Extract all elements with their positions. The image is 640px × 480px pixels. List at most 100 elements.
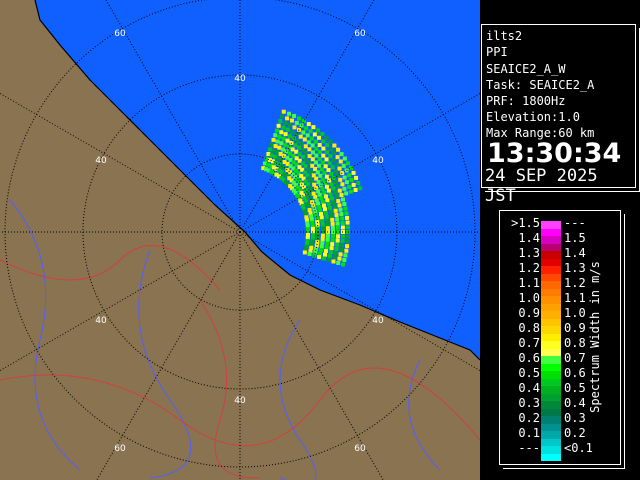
echo-cell (312, 132, 317, 137)
echo-cell (305, 227, 310, 232)
echo-cell (302, 250, 307, 255)
echo-cell (264, 156, 269, 161)
echo-cell (345, 220, 350, 225)
range-ring-label: 40 (95, 316, 107, 326)
info-panel: ilts2 PPI SEAICE2_A_W Task: SEAICE2_A PR… (481, 24, 636, 206)
echo-cell (342, 175, 347, 180)
echo-cell (348, 189, 353, 194)
echo-cell (273, 144, 278, 149)
echo-cell (309, 245, 314, 250)
echo-cell (347, 173, 352, 178)
echo-cell (295, 177, 300, 182)
echo-cell (297, 152, 302, 157)
echo-cell (337, 188, 342, 193)
echo-cell (320, 240, 325, 245)
echo-cell (320, 219, 325, 224)
echo-cell (303, 144, 308, 149)
echo-cell (313, 250, 318, 255)
echo-cell (325, 198, 330, 203)
echo-cell (308, 185, 313, 190)
echo-cell (323, 194, 328, 199)
echo-cell (316, 163, 321, 168)
echo-cell (324, 245, 329, 250)
echo-cell (314, 246, 319, 251)
echo-cell (310, 226, 315, 231)
echo-cell (315, 128, 320, 133)
legend-label-left: 1.0 (518, 291, 540, 305)
echo-cell (294, 162, 299, 167)
echo-cell (310, 200, 315, 205)
echo-cell (290, 129, 295, 134)
echo-cell (334, 212, 339, 217)
prf-value: PRF: 1800Hz (486, 94, 566, 108)
legend-label-right: 1.5 (564, 231, 586, 245)
echo-cell (324, 157, 329, 162)
echo-cell (319, 212, 324, 217)
echo-cell (330, 221, 335, 226)
echo-cell (340, 216, 345, 221)
echo-cell (298, 134, 303, 139)
sea-area (35, 0, 480, 360)
echo-cell (327, 161, 332, 166)
echo-cell (315, 201, 320, 206)
echo-cell (269, 169, 274, 174)
echo-cell (345, 234, 350, 239)
echo-cell (287, 134, 292, 139)
echo-cell (313, 139, 318, 144)
echo-cell (268, 147, 273, 152)
echo-cell (289, 178, 294, 183)
echo-cell (325, 237, 330, 242)
echo-cell (330, 242, 335, 247)
echo-cell (271, 148, 276, 153)
echo-cell (349, 178, 354, 183)
echo-cell (285, 116, 290, 121)
echo-cell (310, 179, 315, 184)
echo-cell (332, 255, 337, 260)
echo-cell (313, 160, 318, 165)
echo-cell (347, 184, 352, 189)
echo-cell (328, 250, 333, 255)
echo-cell (299, 190, 304, 195)
echo-cell (303, 188, 308, 193)
echo-cell (339, 152, 344, 157)
echo-cell (323, 210, 328, 215)
echo-cell (329, 182, 334, 187)
echo-cell (286, 181, 291, 186)
echo-cell (310, 143, 315, 148)
echo-cell (262, 161, 267, 166)
echo-cell (304, 157, 309, 162)
product-type: PPI (486, 45, 508, 59)
echo-cell (309, 214, 314, 219)
echo-cell (305, 232, 310, 237)
echo-cell (340, 234, 345, 239)
task-name: Task: SEAICE2_A (486, 78, 595, 92)
legend-swatch (541, 408, 561, 416)
echo-cell (326, 168, 331, 173)
echo-cell (299, 201, 304, 206)
legend-label-right: 0.3 (564, 411, 586, 425)
echo-cell (285, 138, 290, 143)
echo-cell (321, 139, 326, 144)
echo-cell (338, 207, 343, 212)
echo-cell (301, 130, 306, 135)
legend-label-left: 0.6 (518, 351, 540, 365)
scan-time: 13:30:34 (487, 138, 622, 169)
echo-cell (341, 262, 346, 267)
echo-cell (299, 141, 304, 146)
echo-cell (309, 136, 314, 141)
radar-ppi-map[interactable]: 40 40 40 40 40 40 60 60 60 60 (0, 0, 480, 480)
echo-cell (335, 155, 340, 160)
echo-cell (340, 243, 345, 248)
echo-cell (294, 120, 299, 125)
echo-cell (307, 251, 312, 256)
azimuth-line (0, 231, 241, 371)
echo-cell (292, 136, 296, 141)
echo-cell (293, 143, 298, 148)
legend-label-right: 0.9 (564, 321, 586, 335)
legend-swatch (541, 228, 561, 236)
echo-cell (310, 233, 315, 238)
echo-cell (327, 205, 332, 210)
echo-cell (311, 173, 316, 178)
echo-cell (297, 145, 302, 150)
echo-cell (335, 221, 340, 226)
